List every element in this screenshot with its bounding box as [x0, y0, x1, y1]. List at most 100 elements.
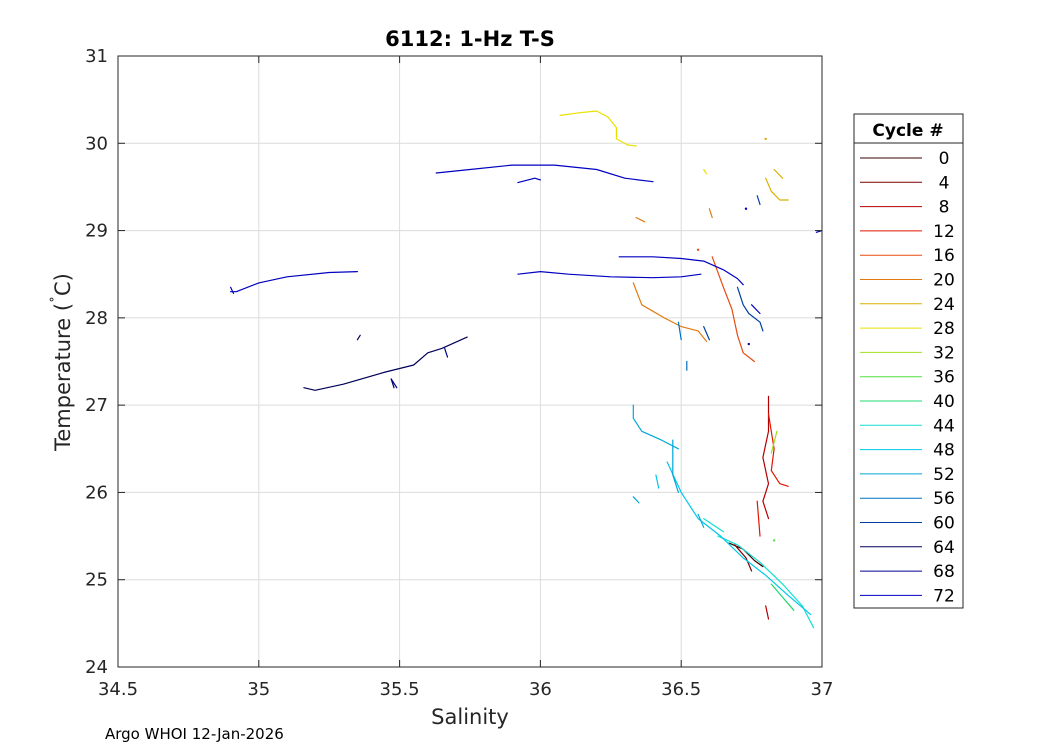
y-axis-label: Temperature (˚C)	[49, 273, 75, 452]
series-line	[703, 517, 725, 533]
series-line	[559, 110, 637, 147]
y-tick-label: 30	[85, 133, 108, 154]
series-line	[773, 168, 784, 179]
legend-entry: 8	[939, 198, 950, 218]
legend-entry: 12	[933, 222, 955, 242]
x-axis-label: Salinity	[431, 705, 509, 729]
legend-entry: 24	[933, 295, 955, 315]
series-cycle-52	[632, 404, 705, 528]
legend-entry: 68	[933, 562, 955, 582]
series-line	[708, 208, 713, 219]
series-line	[356, 334, 361, 341]
legend-entry: 40	[933, 392, 955, 412]
x-tick-label: 37	[811, 679, 834, 700]
series-line	[770, 430, 778, 454]
legend-entry: 72	[933, 586, 955, 606]
data-series	[230, 110, 823, 629]
y-axis-label-main: Temperature (	[51, 303, 75, 452]
series-line	[765, 605, 770, 620]
series-cycle-12	[756, 413, 789, 537]
legend-entry: 48	[933, 441, 955, 461]
series-line	[765, 177, 789, 201]
x-tick-label: 35	[247, 679, 270, 700]
series-line	[711, 256, 756, 363]
series-cycle-68	[390, 342, 750, 389]
chart-title: 6112: 1-Hz T-S	[385, 27, 555, 51]
series-point	[747, 342, 750, 346]
series-line	[618, 256, 744, 286]
series-cycle-60	[703, 195, 764, 341]
y-tick-label: 29	[85, 221, 108, 242]
footer-credit: Argo WHOI 12-Jan-2026	[105, 725, 284, 743]
legend-entry: 20	[933, 271, 955, 291]
y-tick-label: 24	[85, 657, 108, 678]
series-line	[767, 413, 789, 487]
series-point	[696, 248, 700, 251]
series-line	[672, 439, 680, 493]
series-line	[655, 474, 660, 489]
legend-entry: 52	[933, 465, 955, 485]
series-cycle-48	[655, 461, 812, 616]
y-axis-label-degree: ˚	[49, 296, 66, 303]
series-line	[230, 286, 235, 294]
series-cycle-32	[770, 430, 778, 454]
legend-entry: 28	[933, 319, 955, 339]
series-line	[734, 544, 753, 572]
series-line	[750, 304, 761, 315]
series-line	[303, 336, 468, 391]
series-cycle-24	[764, 137, 789, 201]
legend-entry: 56	[933, 489, 955, 509]
x-tick-label: 35.5	[380, 679, 420, 700]
y-tick-label: 25	[85, 570, 108, 591]
series-line	[703, 168, 708, 175]
series-line	[632, 496, 640, 504]
x-tick-label: 36.5	[661, 679, 701, 700]
x-tick-label: 34.5	[98, 679, 138, 700]
legend: Cycle # 04812162024283236404448525660646…	[853, 113, 964, 609]
series-line	[666, 461, 812, 616]
series-line	[632, 404, 680, 450]
series-line	[736, 286, 764, 332]
series-line	[230, 271, 358, 293]
legend-entry: 36	[933, 368, 955, 388]
series-cycle-8	[762, 395, 770, 620]
series-line	[770, 583, 795, 611]
plot-frame	[117, 55, 823, 668]
series-cycle-40	[770, 583, 795, 611]
series-line	[697, 513, 705, 528]
legend-title: Cycle #	[872, 121, 943, 141]
series-cycle-56	[677, 321, 688, 371]
y-axis-label-unit: C)	[51, 273, 75, 296]
series-line	[517, 271, 702, 279]
y-tick-label: 31	[85, 46, 108, 67]
series-cycle-16	[696, 248, 756, 363]
series-line	[756, 500, 761, 537]
series-point	[744, 207, 748, 210]
y-tick-label: 27	[85, 395, 108, 416]
legend-entry: 4	[939, 173, 950, 193]
series-line	[677, 321, 682, 341]
legend-entry: 16	[933, 246, 955, 266]
series-cycle-4	[734, 544, 753, 572]
series-point	[764, 137, 767, 141]
series-line	[517, 177, 542, 184]
legend-entry: 60	[933, 514, 955, 534]
x-tick-label: 36	[529, 679, 552, 700]
series-line	[435, 164, 654, 183]
series-line	[762, 395, 770, 520]
series-cycle-28	[559, 110, 708, 175]
grid-lines	[118, 56, 822, 667]
y-tick-label: 26	[85, 482, 108, 503]
series-line	[756, 195, 761, 205]
series-cycle-36	[772, 539, 776, 542]
series-line	[635, 216, 646, 223]
series-line	[703, 326, 711, 341]
legend-entry: 32	[933, 343, 955, 363]
y-tick-label: 28	[85, 308, 108, 329]
series-line	[390, 378, 398, 389]
plot-area	[118, 56, 822, 667]
legend-entry: 0	[939, 149, 950, 169]
legend-entry: 64	[933, 538, 955, 558]
legend-entry: 44	[933, 416, 955, 436]
